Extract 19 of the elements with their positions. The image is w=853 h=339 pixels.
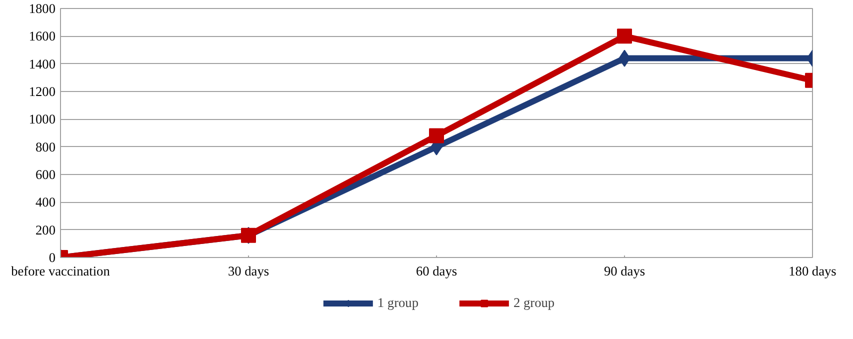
x-tick-label: 30 days bbox=[228, 264, 270, 278]
point bbox=[617, 28, 632, 44]
legend-label: 2 group bbox=[514, 295, 555, 311]
x-tick-label: before vaccination bbox=[11, 264, 110, 278]
y-tick-label: 0 bbox=[48, 250, 56, 265]
y-tick-label: 1000 bbox=[28, 112, 56, 127]
y-tick-label: 1200 bbox=[28, 84, 56, 99]
y-tick-label: 200 bbox=[36, 222, 56, 238]
legend-label: 1 group bbox=[377, 295, 418, 311]
x-tick-label: 90 days bbox=[604, 264, 646, 278]
y-tick-label: 800 bbox=[36, 139, 56, 154]
point bbox=[429, 128, 444, 144]
y-tick-label: 400 bbox=[36, 194, 56, 210]
y-tick-label: 1400 bbox=[28, 56, 56, 72]
y-tick-label: 600 bbox=[36, 167, 56, 182]
y-tick-label: 1600 bbox=[28, 28, 56, 44]
x-tick-label: 60 days bbox=[416, 264, 458, 278]
x-tick-label: 180 days bbox=[788, 264, 836, 278]
y-tick-label: 1800 bbox=[28, 1, 56, 16]
